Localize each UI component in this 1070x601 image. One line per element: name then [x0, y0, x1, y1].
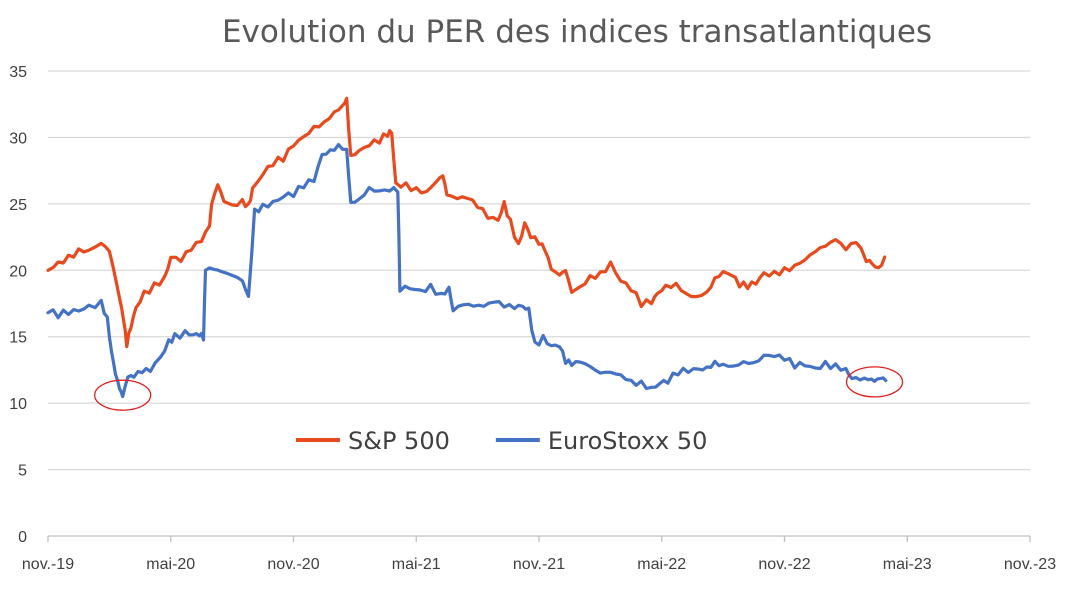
- x-tick-label: mai-23: [883, 556, 932, 573]
- x-tick-label: nov.-20: [267, 556, 319, 573]
- legend-label-1: EuroStoxx 50: [548, 427, 708, 455]
- y-tick-label: 5: [18, 463, 27, 480]
- series-line-0: [46, 96, 887, 349]
- series-lines: [46, 96, 888, 399]
- x-axis-tick-labels: nov.-19 mai-20 nov.-20 mai-21 nov.-21 mai-22 n…: [22, 536, 1056, 573]
- y-tick-label: 0: [18, 529, 27, 546]
- chart-title: Evolution du PER des indices transatlant…: [222, 14, 932, 50]
- y-tick-label: 15: [9, 330, 27, 347]
- annotation-circle-1: [845, 366, 904, 398]
- y-tick-label: 30: [9, 130, 27, 147]
- x-tick-label: nov.-21: [513, 556, 565, 573]
- y-axis-tick-labels: 0 5 10 15 20 25 30 35: [9, 64, 27, 546]
- y-tick-label: 35: [9, 64, 27, 81]
- y-tick-label: 10: [9, 396, 27, 413]
- y-tick-label: 25: [9, 197, 27, 214]
- x-tick-label: mai-22: [637, 556, 686, 573]
- annotations: [94, 366, 904, 411]
- y-tick-label: 20: [9, 263, 27, 280]
- legend: S&P 500 EuroStoxx 50: [296, 427, 707, 455]
- annotation-circle-0: [94, 379, 152, 411]
- x-tick-label: nov.-22: [758, 556, 810, 573]
- series-line-1: [46, 142, 888, 399]
- legend-label-0: S&P 500: [348, 427, 450, 455]
- x-tick-label: mai-20: [146, 556, 195, 573]
- x-tick-label: mai-21: [392, 556, 441, 573]
- x-tick-label: nov.-19: [22, 556, 74, 573]
- x-tick-label: nov.-23: [1004, 556, 1056, 573]
- gridlines: [48, 70, 1030, 537]
